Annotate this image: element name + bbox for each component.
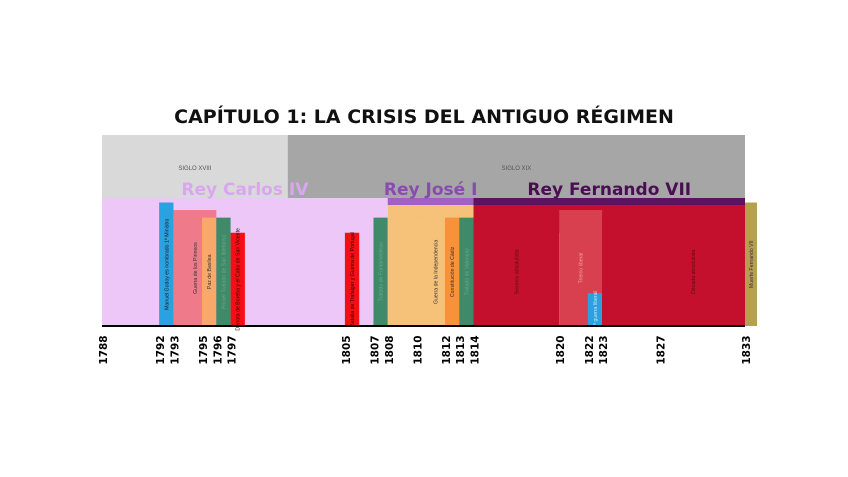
year-label: 1796 bbox=[212, 335, 224, 364]
year-label: 1823 bbox=[598, 335, 610, 364]
reign-label: Rey Fernando VII bbox=[527, 180, 691, 200]
century-label: SIGLO XIX bbox=[502, 166, 532, 172]
event-bar bbox=[344, 232, 360, 326]
year-label: 1833 bbox=[741, 335, 753, 364]
year-label: 1827 bbox=[655, 335, 667, 364]
event-label: Paz de Basilea bbox=[207, 254, 213, 289]
year-label: 1807 bbox=[369, 335, 381, 364]
event-label: Sexenio absolutista bbox=[514, 249, 520, 294]
year-label: 1792 bbox=[155, 335, 167, 364]
event-bar bbox=[373, 217, 388, 326]
event-bar bbox=[202, 217, 217, 326]
year-label: 1822 bbox=[584, 335, 596, 364]
event-bar bbox=[230, 232, 245, 326]
event-label: Derrota de Boreba y el Cabo de San Vicen… bbox=[236, 228, 242, 331]
year-label: 1813 bbox=[455, 335, 467, 364]
year-label: 1812 bbox=[441, 335, 453, 364]
year-label: 1788 bbox=[98, 335, 110, 364]
year-label: 1820 bbox=[555, 335, 567, 364]
event-label: Década absolutista bbox=[691, 250, 697, 294]
event-bar bbox=[745, 202, 757, 326]
reign-label: Rey Carlos IV bbox=[181, 180, 309, 200]
year-label: 1808 bbox=[384, 335, 396, 364]
event-bar bbox=[473, 217, 560, 326]
century-label: SIGLO XVIII bbox=[178, 166, 211, 172]
event-label: Trienio liberal bbox=[579, 253, 585, 284]
event-label: Tratado de Fontainebleau bbox=[379, 242, 385, 301]
event-bar bbox=[459, 217, 474, 326]
century-band bbox=[102, 135, 288, 198]
event-bar bbox=[159, 202, 174, 326]
year-label: 1805 bbox=[341, 335, 353, 364]
event-bar bbox=[216, 217, 231, 326]
century-band bbox=[287, 135, 745, 198]
event-label: Muerte Fernando VII bbox=[749, 240, 755, 288]
year-label: 1795 bbox=[198, 335, 210, 364]
reign-bar bbox=[473, 198, 745, 205]
event-bar bbox=[444, 217, 460, 326]
year-label: 1814 bbox=[470, 335, 482, 364]
event-label: Guerra de los Pirineos bbox=[193, 242, 199, 294]
reign-label: Rey José I bbox=[384, 180, 478, 200]
event-bar bbox=[587, 293, 603, 326]
event-label: 1ª guerra liberal bbox=[593, 291, 599, 328]
year-label: 1797 bbox=[227, 335, 239, 364]
page-title: CAPÍTULO 1: LA CRISIS DEL ANTIGUO RÉGIME… bbox=[174, 106, 674, 128]
reign-bar bbox=[102, 198, 388, 205]
year-label: 1793 bbox=[169, 335, 181, 364]
event-label: Primer Tratado de San Ildefonso bbox=[221, 234, 227, 309]
event-label: Guerra de la Independencia bbox=[434, 240, 440, 304]
year-label: 1810 bbox=[412, 335, 424, 364]
event-label: Batalla de Trafalgar y Guerra de Portuga… bbox=[350, 232, 356, 327]
event-label: Tratado de Valençay bbox=[464, 248, 470, 296]
event-bar bbox=[602, 217, 745, 326]
event-label: Constitución de Cádiz bbox=[450, 246, 456, 297]
reign-bar bbox=[387, 198, 474, 205]
event-label: Manuel Godoy es nombrado 1º Ministro bbox=[164, 219, 170, 310]
